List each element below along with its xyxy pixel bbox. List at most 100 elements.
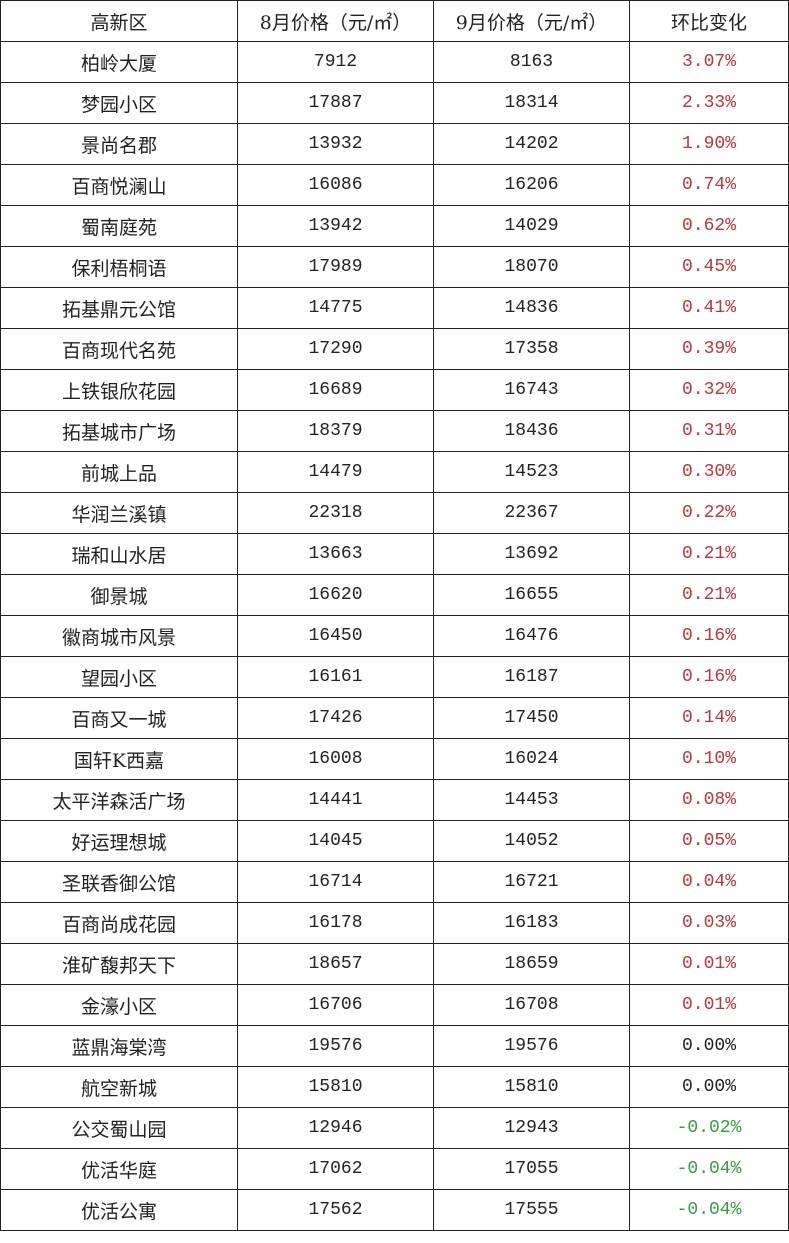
project-name-cell: 望园小区: [0, 656, 238, 698]
sep-price-cell: 17055: [433, 1148, 630, 1190]
sep-price-cell: 16655: [433, 574, 630, 616]
header-sep-price: 9月价格（元/㎡）: [433, 0, 630, 42]
table-row: 金濠小区 16706 16708 0.01%: [0, 984, 789, 1026]
project-name-cell: 公交蜀山园: [0, 1107, 238, 1149]
aug-price-cell: 16689: [237, 369, 434, 411]
project-name-cell: 拓基城市广场: [0, 410, 238, 452]
change-cell: 0.30%: [629, 451, 789, 493]
project-name-cell: 优活公寓: [0, 1189, 238, 1231]
change-cell: 1.90%: [629, 123, 789, 165]
project-name-cell: 保利梧桐语: [0, 246, 238, 288]
aug-price-cell: 14441: [237, 779, 434, 821]
sep-price-cell: 14453: [433, 779, 630, 821]
header-change: 环比变化: [629, 0, 789, 42]
aug-price-cell: 17989: [237, 246, 434, 288]
sep-price-cell: 17555: [433, 1189, 630, 1231]
table-row: 蜀南庭苑 13942 14029 0.62%: [0, 205, 789, 247]
aug-price-cell: 7912: [237, 41, 434, 83]
aug-price-cell: 14045: [237, 820, 434, 862]
sep-price-cell: 14202: [433, 123, 630, 165]
project-name-cell: 圣联香御公馆: [0, 861, 238, 903]
sep-price-cell: 13692: [433, 533, 630, 575]
aug-price-cell: 22318: [237, 492, 434, 534]
change-cell: 0.05%: [629, 820, 789, 862]
aug-price-cell: 17290: [237, 328, 434, 370]
aug-price-cell: 17062: [237, 1148, 434, 1190]
project-name-cell: 优活华庭: [0, 1148, 238, 1190]
project-name-cell: 华润兰溪镇: [0, 492, 238, 534]
sep-price-cell: 16024: [433, 738, 630, 780]
project-name-cell: 景尚名郡: [0, 123, 238, 165]
change-cell: 0.32%: [629, 369, 789, 411]
sep-price-cell: 14029: [433, 205, 630, 247]
aug-price-cell: 16706: [237, 984, 434, 1026]
table-row: 圣联香御公馆 16714 16721 0.04%: [0, 861, 789, 903]
sep-price-cell: 17358: [433, 328, 630, 370]
change-cell: 0.45%: [629, 246, 789, 288]
sep-price-cell: 16721: [433, 861, 630, 903]
table-row: 百商尚成花园 16178 16183 0.03%: [0, 902, 789, 944]
change-cell: 0.31%: [629, 410, 789, 452]
sep-price-cell: 16206: [433, 164, 630, 206]
table-row: 梦园小区 17887 18314 2.33%: [0, 82, 789, 124]
table-row: 徽商城市风景 16450 16476 0.16%: [0, 615, 789, 657]
table-row: 瑞和山水居 13663 13692 0.21%: [0, 533, 789, 575]
table-row: 太平洋森活广场 14441 14453 0.08%: [0, 779, 789, 821]
aug-price-cell: 12946: [237, 1107, 434, 1149]
project-name-cell: 国轩K西嘉: [0, 738, 238, 780]
table-row: 蓝鼎海棠湾 19576 19576 0.00%: [0, 1025, 789, 1067]
project-name-cell: 上铁银欣花园: [0, 369, 238, 411]
table-row: 好运理想城 14045 14052 0.05%: [0, 820, 789, 862]
table-row: 优活公寓 17562 17555 -0.04%: [0, 1189, 789, 1231]
project-name-cell: 百商现代名苑: [0, 328, 238, 370]
change-cell: 0.22%: [629, 492, 789, 534]
project-name-cell: 百商悦澜山: [0, 164, 238, 206]
table-row: 公交蜀山园 12946 12943 -0.02%: [0, 1107, 789, 1149]
sep-price-cell: 18070: [433, 246, 630, 288]
change-cell: 0.03%: [629, 902, 789, 944]
change-cell: 0.00%: [629, 1066, 789, 1108]
aug-price-cell: 16008: [237, 738, 434, 780]
sep-price-cell: 18436: [433, 410, 630, 452]
change-cell: -0.04%: [629, 1148, 789, 1190]
aug-price-cell: 17887: [237, 82, 434, 124]
table-row: 保利梧桐语 17989 18070 0.45%: [0, 246, 789, 288]
table-row: 百商又一城 17426 17450 0.14%: [0, 697, 789, 739]
project-name-cell: 拓基鼎元公馆: [0, 287, 238, 329]
aug-price-cell: 16161: [237, 656, 434, 698]
project-name-cell: 蓝鼎海棠湾: [0, 1025, 238, 1067]
aug-price-cell: 14479: [237, 451, 434, 493]
project-name-cell: 淮矿馥邦天下: [0, 943, 238, 985]
change-cell: 0.10%: [629, 738, 789, 780]
sep-price-cell: 14836: [433, 287, 630, 329]
aug-price-cell: 18379: [237, 410, 434, 452]
change-cell: -0.04%: [629, 1189, 789, 1231]
sep-price-cell: 19576: [433, 1025, 630, 1067]
sep-price-cell: 12943: [433, 1107, 630, 1149]
table-row: 拓基鼎元公馆 14775 14836 0.41%: [0, 287, 789, 329]
project-name-cell: 御景城: [0, 574, 238, 616]
change-cell: 0.08%: [629, 779, 789, 821]
project-name-cell: 百商又一城: [0, 697, 238, 739]
table-row: 御景城 16620 16655 0.21%: [0, 574, 789, 616]
change-cell: 0.62%: [629, 205, 789, 247]
change-cell: 0.14%: [629, 697, 789, 739]
table-row: 望园小区 16161 16187 0.16%: [0, 656, 789, 698]
project-name-cell: 前城上品: [0, 451, 238, 493]
table-row: 百商悦澜山 16086 16206 0.74%: [0, 164, 789, 206]
sep-price-cell: 14523: [433, 451, 630, 493]
project-name-cell: 蜀南庭苑: [0, 205, 238, 247]
project-name-cell: 好运理想城: [0, 820, 238, 862]
sep-price-cell: 16708: [433, 984, 630, 1026]
header-district: 高新区: [0, 0, 238, 42]
aug-price-cell: 15810: [237, 1066, 434, 1108]
sep-price-cell: 16743: [433, 369, 630, 411]
table-row: 航空新城 15810 15810 0.00%: [0, 1066, 789, 1108]
aug-price-cell: 13942: [237, 205, 434, 247]
sep-price-cell: 16476: [433, 615, 630, 657]
aug-price-cell: 18657: [237, 943, 434, 985]
table-row: 淮矿馥邦天下 18657 18659 0.01%: [0, 943, 789, 985]
project-name-cell: 金濠小区: [0, 984, 238, 1026]
